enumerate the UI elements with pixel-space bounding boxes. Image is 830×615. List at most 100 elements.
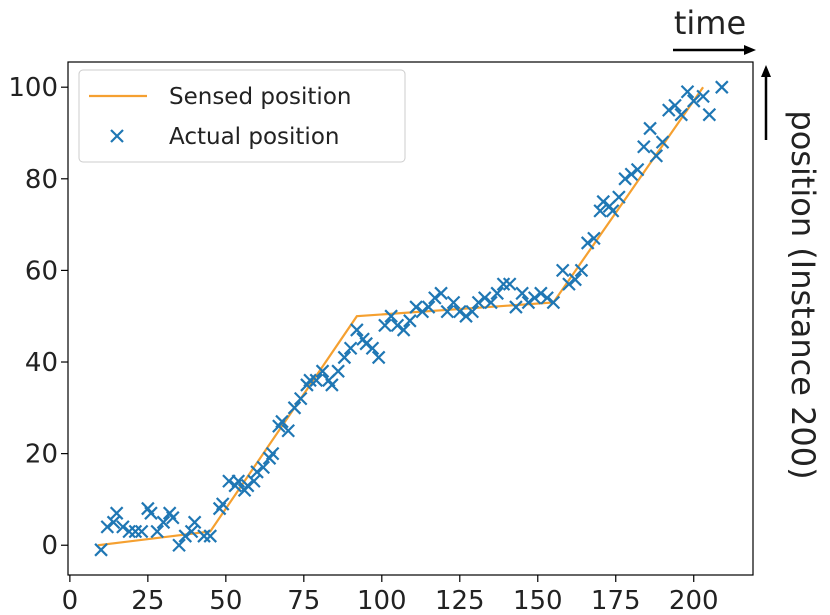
y-tick-label: 0 — [41, 531, 58, 561]
marker — [643, 121, 657, 136]
marker-stroke — [240, 478, 255, 493]
x-tick-label: 175 — [591, 586, 641, 615]
marker-stroke — [359, 336, 373, 351]
marker-stroke — [686, 94, 701, 108]
marker — [415, 304, 430, 319]
marker-stroke — [231, 474, 246, 488]
marker — [275, 414, 289, 429]
marker-stroke — [680, 84, 695, 99]
marker — [715, 80, 729, 94]
marker — [668, 98, 682, 113]
marker-stroke — [546, 295, 561, 310]
marker — [618, 172, 632, 186]
x-tick-label: 100 — [357, 586, 407, 615]
marker — [446, 295, 461, 310]
marker-stroke — [250, 465, 264, 479]
marker-stroke — [702, 107, 717, 122]
marker-stroke — [574, 263, 589, 278]
marker — [240, 478, 255, 493]
marker-stroke — [562, 277, 576, 291]
legend-label: Actual position — [169, 124, 339, 150]
marker-stroke — [605, 204, 620, 218]
marker — [331, 364, 345, 378]
marker — [624, 167, 639, 181]
marker — [515, 286, 529, 301]
marker-stroke — [156, 515, 171, 530]
marker-stroke — [396, 323, 411, 337]
marker — [534, 286, 548, 301]
marker — [378, 318, 392, 333]
marker — [287, 401, 302, 415]
marker — [94, 543, 108, 557]
marker-stroke — [668, 98, 682, 113]
marker-stroke — [122, 524, 136, 539]
marker-stroke — [256, 460, 271, 475]
marker-stroke — [555, 263, 570, 278]
marker — [580, 236, 595, 250]
marker — [587, 231, 601, 246]
x-tick-label: 75 — [287, 586, 320, 615]
marker-stroke — [465, 304, 480, 319]
marker — [453, 304, 467, 319]
marker — [527, 291, 542, 305]
marker — [250, 465, 264, 479]
marker-stroke — [150, 524, 164, 539]
x-axis-label: time — [674, 4, 746, 42]
marker — [365, 341, 380, 356]
marker — [396, 323, 411, 337]
marker-stroke — [630, 162, 645, 177]
marker — [649, 149, 664, 163]
y-tick-label: 60 — [25, 256, 58, 286]
marker — [215, 497, 230, 511]
marker — [484, 295, 498, 310]
marker — [265, 446, 280, 461]
marker — [390, 318, 405, 333]
marker — [337, 350, 352, 365]
marker — [465, 304, 480, 319]
sensed-line — [97, 86, 704, 547]
marker — [605, 204, 620, 218]
marker-stroke — [315, 364, 330, 378]
marker-stroke — [337, 350, 352, 365]
marker-stroke — [612, 190, 626, 204]
marker — [477, 291, 492, 305]
marker-stroke — [178, 529, 193, 543]
marker-stroke — [428, 291, 442, 305]
marker — [509, 300, 523, 314]
marker — [686, 94, 701, 108]
legend-box — [78, 69, 406, 163]
x-tick-label: 25 — [131, 586, 164, 615]
marker — [490, 286, 504, 301]
marker-stroke — [172, 538, 186, 553]
marker — [555, 263, 570, 278]
marker-stroke — [128, 524, 143, 539]
marker-stroke — [184, 524, 199, 539]
marker-stroke — [287, 401, 302, 415]
marker-stroke — [94, 543, 108, 557]
marker-stroke — [484, 295, 498, 310]
marker — [100, 520, 115, 534]
marker — [421, 300, 436, 314]
marker — [309, 373, 324, 388]
marker — [150, 524, 164, 539]
marker-stroke — [421, 300, 436, 314]
marker-stroke — [109, 506, 124, 520]
marker — [471, 295, 486, 310]
marker-stroke — [187, 515, 202, 530]
marker — [696, 89, 710, 104]
marker-stroke — [459, 309, 473, 323]
marker-stroke — [434, 286, 448, 301]
marker — [156, 515, 171, 530]
marker-stroke — [593, 204, 607, 218]
marker — [630, 162, 645, 177]
position-arrowhead — [761, 65, 771, 77]
marker — [281, 423, 296, 438]
legend-label: Sensed position — [169, 84, 351, 110]
marker — [325, 378, 339, 392]
marker-stroke — [715, 80, 729, 94]
marker — [702, 107, 717, 122]
marker-stroke — [106, 515, 121, 530]
marker — [343, 341, 358, 356]
marker — [359, 336, 373, 351]
